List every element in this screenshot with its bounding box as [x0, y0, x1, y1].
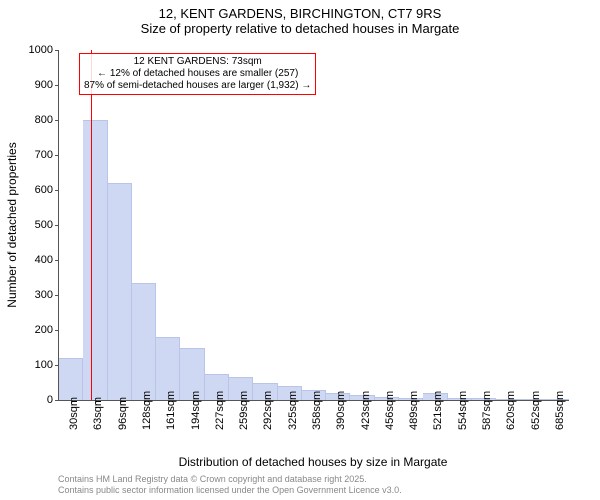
chart-plot-area: 0100200300400500600700800900100030sqm63s…: [58, 50, 569, 401]
y-tick-mark: [55, 155, 59, 156]
histogram-bar: [108, 183, 132, 400]
y-tick-label: 1000: [17, 44, 53, 56]
x-tick-label: 96sqm: [117, 397, 129, 430]
annotation-box: 12 KENT GARDENS: 73sqm← 12% of detached …: [79, 53, 316, 95]
x-tick-label: 325sqm: [287, 391, 299, 430]
histogram-bar: [59, 358, 83, 400]
y-tick-label: 800: [17, 114, 53, 126]
x-tick-label: 128sqm: [141, 391, 153, 430]
x-tick-label: 423sqm: [360, 391, 372, 430]
x-tick-label: 652sqm: [530, 391, 542, 430]
marker-line: [91, 50, 92, 400]
x-tick-label: 63sqm: [92, 397, 104, 430]
title-block: 12, KENT GARDENS, BIRCHINGTON, CT7 9RS S…: [0, 0, 600, 36]
y-tick-label: 400: [17, 254, 53, 266]
annotation-line3: 87% of semi-detached houses are larger (…: [84, 80, 311, 92]
y-tick-label: 300: [17, 289, 53, 301]
annotation-line2: ← 12% of detached houses are smaller (25…: [84, 68, 311, 80]
y-tick-mark: [55, 85, 59, 86]
y-tick-mark: [55, 260, 59, 261]
y-tick-label: 0: [17, 394, 53, 406]
x-tick-label: 390sqm: [335, 391, 347, 430]
y-tick-label: 900: [17, 79, 53, 91]
y-tick-label: 700: [17, 149, 53, 161]
y-tick-mark: [55, 50, 59, 51]
y-tick-mark: [55, 190, 59, 191]
y-tick-label: 200: [17, 324, 53, 336]
x-tick-label: 358sqm: [311, 391, 323, 430]
annotation-line1: 12 KENT GARDENS: 73sqm: [84, 56, 311, 68]
credits: Contains HM Land Registry data © Crown c…: [58, 474, 402, 496]
x-axis-label: Distribution of detached houses by size …: [58, 455, 568, 469]
x-tick-label: 456sqm: [384, 391, 396, 430]
credits-line2: Contains public sector information licen…: [58, 485, 402, 496]
title-line1: 12, KENT GARDENS, BIRCHINGTON, CT7 9RS: [0, 6, 600, 21]
y-tick-mark: [55, 295, 59, 296]
histogram-bar: [132, 283, 156, 400]
y-tick-label: 600: [17, 184, 53, 196]
x-tick-label: 30sqm: [68, 397, 80, 430]
x-tick-label: 161sqm: [165, 391, 177, 430]
x-tick-label: 521sqm: [432, 391, 444, 430]
histogram-bar: [83, 120, 107, 400]
y-tick-mark: [55, 330, 59, 331]
credits-line1: Contains HM Land Registry data © Crown c…: [58, 474, 402, 485]
x-tick-label: 587sqm: [481, 391, 493, 430]
x-tick-label: 554sqm: [457, 391, 469, 430]
x-tick-label: 489sqm: [408, 391, 420, 430]
y-tick-mark: [55, 225, 59, 226]
x-tick-label: 194sqm: [190, 391, 202, 430]
title-line2: Size of property relative to detached ho…: [0, 21, 600, 36]
x-tick-label: 620sqm: [505, 391, 517, 430]
y-tick-mark: [55, 120, 59, 121]
x-tick-label: 685sqm: [554, 391, 566, 430]
x-tick-label: 259sqm: [238, 391, 250, 430]
y-tick-label: 500: [17, 219, 53, 231]
x-tick-label: 292sqm: [262, 391, 274, 430]
x-tick-label: 227sqm: [214, 391, 226, 430]
y-tick-mark: [55, 400, 59, 401]
y-tick-label: 100: [17, 359, 53, 371]
